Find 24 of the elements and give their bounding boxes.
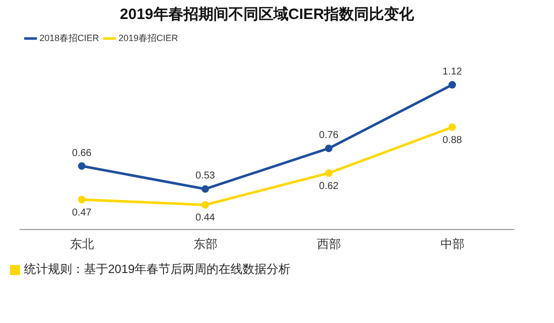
point	[78, 162, 86, 170]
x-tick-label: 东北	[70, 237, 94, 252]
data-label: 0.44	[196, 212, 216, 224]
point	[448, 123, 456, 131]
point	[325, 169, 332, 177]
point	[78, 196, 86, 204]
data-label: 0.47	[72, 207, 92, 218]
point	[202, 185, 209, 193]
point	[448, 81, 456, 89]
data-label: 0.66	[72, 148, 92, 159]
point	[202, 201, 209, 209]
data-label: 0.53	[196, 170, 216, 182]
point	[325, 144, 332, 152]
x-tick-label: 中部	[440, 237, 464, 252]
chart-title: 2019年春招期间不同区域CIER指数同比变化	[120, 5, 416, 24]
x-tick-label: 西部	[316, 237, 341, 252]
data-label: 0.88	[442, 134, 462, 146]
text: 统计规则：基于2019年春节后两周的在线数据分析	[24, 261, 291, 278]
data-label: 0.76	[319, 130, 339, 142]
data-label: 0.62	[319, 180, 339, 192]
x-tick-label: 东部	[193, 237, 218, 252]
data-label: 1.12	[442, 66, 462, 78]
legend-label: 2018春招CIER	[40, 32, 100, 43]
legend-label: 2019春招CIER	[118, 32, 179, 43]
